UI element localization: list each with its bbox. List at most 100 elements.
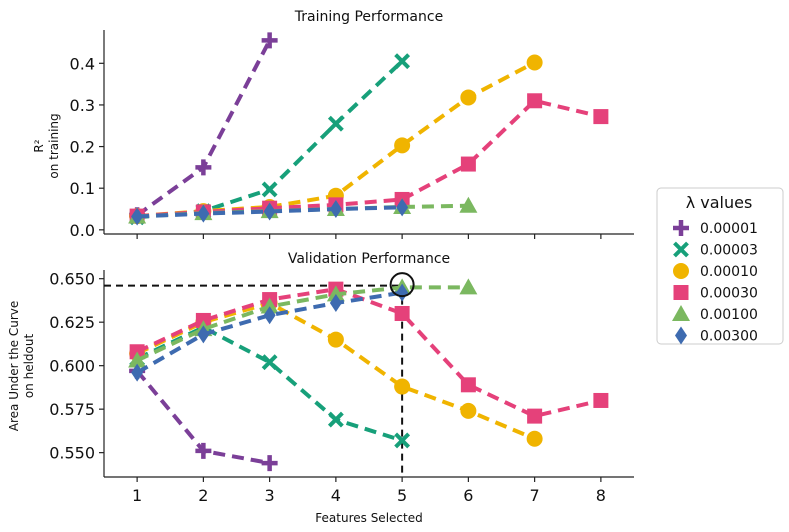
legend-entry-0.00300: 0.00300 [675, 326, 758, 345]
bottom-data-point [131, 363, 144, 382]
legend-entry-0.00030: 0.00030 [673, 285, 758, 302]
bottom-data-point [327, 331, 344, 348]
bottom-y-tick-label: 0.600 [49, 357, 95, 376]
top-y-tick-label: 0.1 [70, 179, 95, 198]
top-y-tick-label: 0.4 [70, 54, 95, 73]
legend-label: 0.00300 [700, 329, 758, 345]
bottom-series-line [136, 285, 469, 363]
top-data-point [197, 204, 210, 223]
legend-entry-0.00100: 0.00100 [672, 305, 758, 323]
top-data-point [394, 137, 411, 154]
top-data-point [396, 198, 409, 217]
legend-entry-0.00003: 0.00003 [673, 241, 758, 259]
bottom-y-tick-label: 0.650 [49, 270, 95, 289]
top-series-group [128, 32, 609, 226]
top-data-point [593, 109, 609, 125]
bottom-data-point [527, 408, 543, 424]
top-data-point [460, 89, 477, 106]
top-data-point [527, 93, 543, 109]
bottom-data-point [396, 283, 409, 302]
bottom-series-line [136, 287, 602, 419]
legend-marker [673, 241, 689, 258]
bottom-data-point [327, 411, 344, 428]
bottom-data-point [593, 392, 609, 408]
bottom-series-line [136, 290, 403, 375]
bottom-chart-title: Validation Performance [288, 251, 450, 267]
bottom-guides [104, 284, 404, 477]
x-tick-label: 6 [463, 486, 473, 505]
bottom-data-point [329, 294, 342, 313]
legend-label: 0.00100 [700, 307, 758, 323]
bottom-data-point [394, 305, 410, 321]
top-chart-title: Training Performance [294, 9, 443, 25]
x-axis-label: Features Selected [315, 511, 422, 525]
top-series-line [136, 98, 602, 219]
top-data-point [131, 207, 144, 226]
top-data-point [459, 196, 478, 213]
bottom-data-point [459, 278, 478, 295]
top-data-point [394, 53, 411, 70]
bottom-y-tick-label: 0.550 [49, 444, 95, 463]
legend: 0.00001 0.00003 0.00010 0.00030 0.00100 0.003… [656, 187, 784, 345]
legend-label: 0.00030 [700, 286, 758, 302]
bottom-data-point [128, 351, 147, 368]
bottom-y-tick-label: 0.575 [49, 400, 95, 419]
x-tick-label: 5 [397, 486, 407, 505]
legend-marker [675, 326, 687, 345]
legend-title: λ values [686, 193, 753, 212]
top-series-line [135, 39, 272, 217]
bottom-data-point [260, 297, 279, 314]
top-series-0.00003 [129, 53, 411, 226]
bottom-annotation [389, 272, 415, 298]
bottom-data-point [197, 325, 210, 344]
top-data-point [195, 159, 212, 176]
x-tick-label: 7 [530, 486, 540, 505]
bottom-series-0.00300 [131, 283, 409, 382]
top-data-point [261, 32, 278, 49]
x-tick-label: 4 [331, 486, 341, 505]
top-series-0.00100 [128, 196, 478, 224]
top-y-tick-label: 0.2 [70, 138, 95, 157]
top-y-tick-label: 0.0 [70, 221, 95, 240]
legend-marker [673, 263, 689, 279]
top-y-axis-label-line1: R² [32, 139, 46, 152]
top-data-point [329, 200, 342, 219]
bottom-y-axis-label-line1: Area Under the Curve [7, 301, 21, 431]
top-axes [103, 30, 634, 235]
x-tick-label: 2 [198, 486, 208, 505]
top-data-point [526, 54, 543, 71]
bottom-data-point [526, 430, 543, 447]
x-tick-label: 8 [596, 486, 606, 505]
bottom-data-point [326, 285, 345, 302]
bottom-series-0.00003 [129, 319, 411, 449]
bottom-data-point [195, 442, 212, 459]
legend-marker [673, 285, 689, 300]
top-series-line [137, 205, 403, 219]
bottom-data-point [263, 306, 276, 325]
bottom-y-tick-label: 0.625 [49, 313, 95, 332]
top-data-point [327, 115, 344, 132]
top-data-point [261, 181, 278, 198]
bottom-series-0.00030 [129, 281, 609, 424]
legend-label: 0.00003 [700, 243, 758, 259]
bottom-series-0.00001 [129, 362, 278, 472]
selected-point-circle [389, 272, 415, 298]
bottom-y-axis-label-line2: on heldout [22, 334, 36, 399]
top-data-point [460, 156, 476, 172]
bottom-data-point [394, 378, 411, 395]
legend-marker [673, 220, 689, 236]
bottom-series-0.00010 [129, 295, 543, 447]
bottom-series-group [128, 278, 609, 472]
x-tick-label: 3 [265, 486, 275, 505]
top-series-0.00300 [131, 198, 409, 226]
bottom-series-line [136, 325, 403, 443]
bottom-data-point [460, 377, 476, 393]
bottom-data-point [261, 455, 278, 472]
top-series-line [137, 203, 469, 219]
top-y-tick-label: 0.3 [70, 96, 95, 115]
legend-label: 0.00010 [700, 264, 758, 280]
bottom-data-point [394, 432, 411, 449]
legend-entry-0.00001: 0.00001 [673, 220, 758, 237]
top-ticks: 0.0 0.1 0.2 0.3 0.4 [70, 54, 602, 240]
